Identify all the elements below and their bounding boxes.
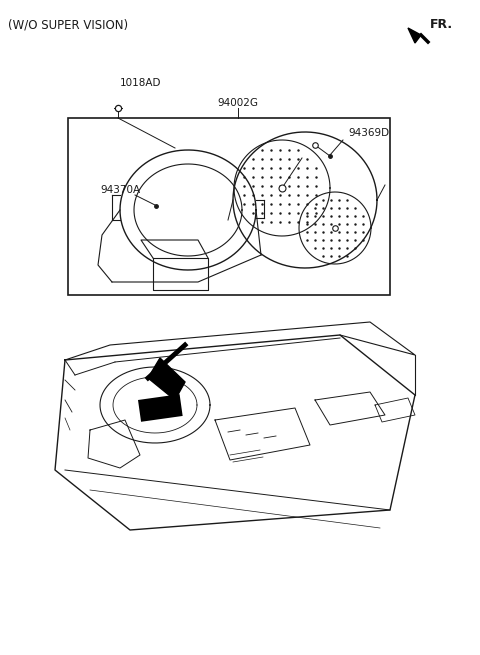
- Bar: [138, 394, 183, 422]
- Polygon shape: [148, 358, 185, 400]
- Text: 94369D: 94369D: [348, 128, 389, 138]
- Text: 94002G: 94002G: [217, 98, 259, 108]
- Text: 1018AD: 1018AD: [120, 78, 161, 88]
- Text: FR.: FR.: [430, 18, 453, 31]
- Text: 94370A: 94370A: [100, 185, 140, 195]
- Polygon shape: [408, 28, 421, 43]
- Bar: [68, 118, 390, 295]
- Text: (W/O SUPER VISION): (W/O SUPER VISION): [8, 18, 128, 31]
